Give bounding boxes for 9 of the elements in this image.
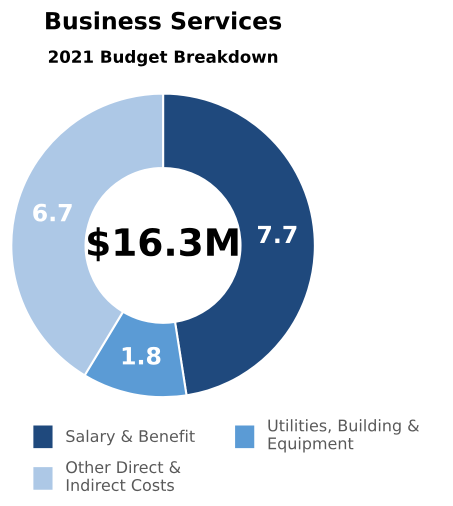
data-label: 6.7 bbox=[33, 204, 72, 222]
chart-title: Business Services bbox=[46, 11, 282, 30]
data-label: 7.7 bbox=[258, 226, 296, 244]
data-label: 1.8 bbox=[122, 346, 160, 365]
legend-label: Other Direct & Indirect Costs bbox=[66, 460, 181, 492]
chart-subtitle: 2021 Budget Breakdown bbox=[48, 50, 278, 66]
text: $16.3M bbox=[88, 227, 238, 262]
legend-label: Utilities, Building & Equipment bbox=[268, 419, 420, 453]
legend-label: Salary & Benefit bbox=[66, 430, 195, 446]
